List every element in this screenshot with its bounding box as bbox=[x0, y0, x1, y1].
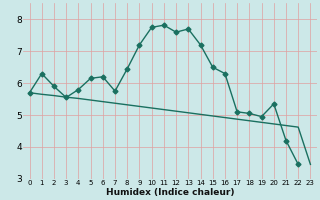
X-axis label: Humidex (Indice chaleur): Humidex (Indice chaleur) bbox=[106, 188, 234, 197]
